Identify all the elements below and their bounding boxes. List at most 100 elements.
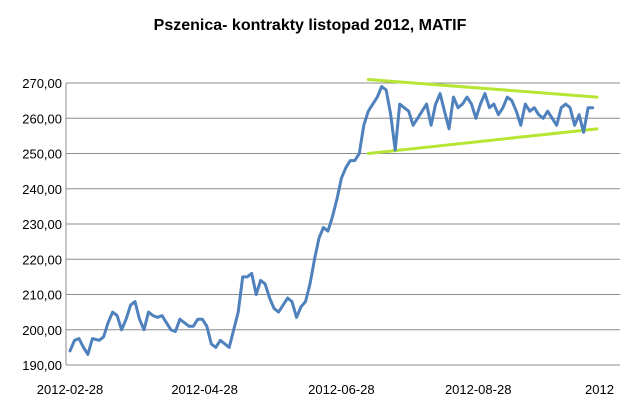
data-point: [407, 110, 410, 112]
data-point: [385, 89, 388, 91]
data-point: [179, 318, 181, 320]
data-point: [255, 293, 257, 296]
data-point: [376, 96, 379, 98]
data-point: [488, 106, 491, 109]
data-point: [380, 85, 383, 88]
y-tick-label: 220,00: [22, 252, 62, 267]
data-point: [493, 103, 495, 105]
data-point: [452, 96, 455, 98]
y-tick-label: 210,00: [22, 288, 62, 303]
x-tick-label: 2012: [585, 382, 614, 397]
data-point: [78, 337, 80, 340]
data-point: [542, 117, 545, 120]
data-point: [291, 300, 293, 303]
data-point: [116, 314, 118, 317]
x-tick-label: 2012-06-28: [308, 382, 375, 397]
data-point: [528, 110, 531, 112]
data-point: [170, 328, 172, 331]
data-point: [515, 110, 518, 112]
data-point: [520, 124, 522, 127]
data-point: [537, 113, 540, 116]
data-point: [479, 103, 482, 105]
data-point: [152, 314, 154, 317]
data-point: [564, 103, 567, 105]
data-point: [268, 297, 271, 299]
y-tick-label: 200,00: [22, 323, 62, 338]
data-point: [389, 113, 392, 116]
data-point: [363, 124, 365, 127]
data-point: [367, 110, 370, 112]
data-point: [188, 325, 190, 328]
data-point: [259, 279, 262, 282]
y-tick-label: 240,00: [22, 182, 62, 197]
chart-title: Pszenica- kontrakty listopad 2012, MATIF: [153, 17, 467, 34]
trendline: [366, 127, 599, 155]
data-point: [309, 283, 311, 285]
x-tick-label: 2012-02-28: [37, 382, 104, 397]
data-point: [73, 339, 76, 342]
data-point: [318, 237, 320, 239]
data-point: [237, 311, 240, 313]
data-point: [82, 346, 85, 349]
data-point: [439, 92, 441, 95]
data-point: [461, 103, 464, 105]
y-axis-ticks: 190,00 200,00 210,00 220,00 230,00 240,00 250,…: [22, 76, 62, 373]
data-point: [416, 117, 419, 120]
data-point: [98, 339, 100, 342]
data-point: [111, 311, 114, 313]
data-point: [129, 304, 132, 306]
y-tick-label: 270,00: [22, 76, 62, 91]
data-point: [412, 124, 414, 127]
data-point: [156, 316, 159, 319]
data-point: [210, 343, 213, 345]
data-point: [578, 113, 580, 116]
data-point: [327, 230, 329, 232]
data-point: [295, 316, 298, 319]
data-point: [551, 117, 554, 120]
data-point: [403, 106, 405, 109]
data-point: [434, 103, 437, 105]
data-point: [125, 318, 127, 320]
data-point: [394, 149, 397, 151]
data-point: [322, 226, 325, 229]
data-point: [457, 106, 459, 109]
trendlines: [366, 77, 599, 155]
y-tick-label: 230,00: [22, 217, 62, 232]
data-point: [560, 106, 562, 109]
data-point: [511, 99, 513, 102]
data-point: [506, 96, 509, 98]
data-point: [138, 318, 141, 320]
data-point: [546, 110, 549, 112]
data-point: [533, 106, 536, 109]
data-point: [69, 350, 71, 352]
x-axis-ticks: 2012-02-28 2012-04-28 2012-06-28 2012-08-28…: [37, 382, 614, 397]
data-point: [448, 128, 450, 130]
data-point: [497, 113, 500, 116]
data-point: [358, 152, 361, 155]
data-point: [120, 328, 123, 331]
data-point: [398, 103, 401, 105]
data-point: [524, 103, 527, 105]
data-point: [313, 258, 316, 261]
data-point: [165, 321, 168, 324]
data-point: [300, 306, 302, 308]
data-point: [421, 110, 423, 112]
trendline: [366, 77, 599, 99]
data-point: [470, 103, 473, 105]
data-point: [336, 198, 338, 201]
data-point: [223, 343, 226, 345]
y-tick-label: 260,00: [22, 111, 62, 126]
data-point: [349, 159, 352, 162]
data-point: [134, 300, 136, 303]
data-point: [201, 318, 204, 320]
y-tick-label: 190,00: [22, 358, 62, 373]
data-point: [161, 314, 163, 317]
data-point: [371, 103, 374, 105]
data-point: [183, 321, 186, 324]
data-point: [286, 297, 289, 299]
data-point: [475, 117, 477, 120]
data-point: [241, 276, 244, 278]
data-point: [228, 346, 231, 349]
